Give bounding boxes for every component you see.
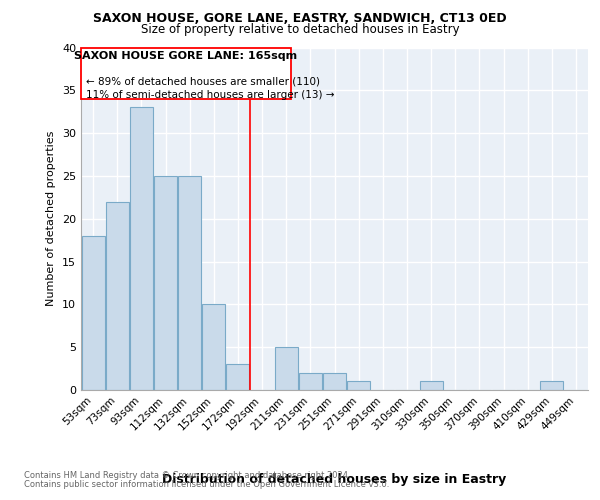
Bar [299, 373, 322, 390]
Bar [202, 304, 225, 390]
Text: SAXON HOUSE, GORE LANE, EASTRY, SANDWICH, CT13 0ED: SAXON HOUSE, GORE LANE, EASTRY, SANDWICH… [93, 12, 507, 26]
Text: SAXON HOUSE GORE LANE: 165sqm: SAXON HOUSE GORE LANE: 165sqm [74, 51, 298, 61]
Bar [323, 373, 346, 390]
Y-axis label: Number of detached properties: Number of detached properties [46, 131, 56, 306]
Text: ← 89% of detached houses are smaller (110): ← 89% of detached houses are smaller (11… [86, 76, 320, 86]
Bar [154, 176, 177, 390]
Text: Size of property relative to detached houses in Eastry: Size of property relative to detached ho… [140, 22, 460, 36]
Bar [541, 382, 563, 390]
Text: Contains HM Land Registry data © Crown copyright and database right 2024.: Contains HM Land Registry data © Crown c… [24, 471, 350, 480]
X-axis label: Distribution of detached houses by size in Eastry: Distribution of detached houses by size … [163, 474, 506, 486]
Bar [178, 176, 201, 390]
Bar [82, 236, 104, 390]
Text: 11% of semi-detached houses are larger (13) →: 11% of semi-detached houses are larger (… [86, 90, 334, 101]
Bar [226, 364, 250, 390]
Bar [275, 347, 298, 390]
Bar [106, 202, 128, 390]
Bar [130, 108, 153, 390]
Text: Contains public sector information licensed under the Open Government Licence v3: Contains public sector information licen… [24, 480, 389, 489]
Bar [419, 382, 443, 390]
Bar [347, 382, 370, 390]
Bar [81, 48, 291, 99]
